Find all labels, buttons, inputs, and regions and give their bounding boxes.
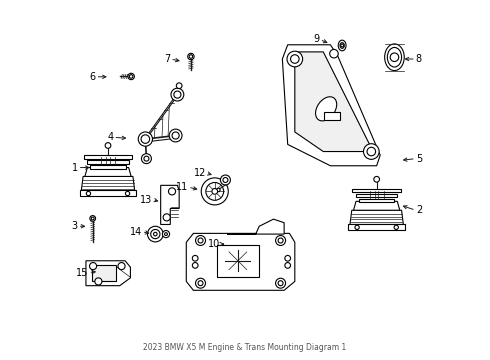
Polygon shape (295, 52, 369, 152)
Circle shape (141, 135, 149, 143)
Polygon shape (85, 167, 131, 176)
Text: 4: 4 (107, 132, 113, 142)
Circle shape (217, 188, 220, 192)
Circle shape (125, 192, 130, 195)
Circle shape (390, 53, 399, 62)
Circle shape (330, 49, 338, 58)
Polygon shape (359, 199, 394, 202)
Circle shape (90, 262, 97, 270)
Circle shape (291, 55, 299, 63)
Circle shape (198, 238, 203, 243)
Circle shape (172, 132, 179, 139)
Circle shape (142, 154, 151, 164)
Text: 3: 3 (72, 221, 78, 231)
Circle shape (278, 281, 283, 286)
Circle shape (90, 216, 96, 221)
Polygon shape (84, 155, 132, 159)
Polygon shape (217, 245, 259, 277)
Text: 15: 15 (76, 267, 88, 278)
Polygon shape (348, 224, 405, 230)
Polygon shape (79, 190, 137, 196)
Circle shape (193, 256, 198, 261)
Ellipse shape (340, 42, 344, 48)
Text: 7: 7 (164, 54, 171, 64)
Circle shape (285, 256, 291, 261)
Polygon shape (353, 201, 400, 210)
Circle shape (220, 175, 230, 185)
Circle shape (367, 147, 376, 156)
Polygon shape (282, 45, 380, 166)
Circle shape (201, 178, 228, 205)
Text: 11: 11 (176, 182, 188, 192)
Text: 6: 6 (90, 72, 96, 82)
Circle shape (188, 53, 194, 60)
Polygon shape (86, 261, 130, 286)
Circle shape (171, 88, 184, 101)
Circle shape (129, 75, 133, 78)
Polygon shape (227, 219, 284, 234)
Circle shape (374, 176, 379, 182)
Circle shape (147, 226, 163, 242)
Circle shape (275, 235, 286, 246)
Circle shape (287, 51, 303, 67)
Circle shape (176, 83, 182, 89)
Polygon shape (324, 112, 340, 120)
Circle shape (86, 192, 91, 195)
Circle shape (193, 262, 198, 268)
Text: 2: 2 (416, 205, 422, 215)
Circle shape (138, 132, 152, 146)
Circle shape (223, 177, 228, 183)
Polygon shape (186, 233, 295, 290)
Text: 8: 8 (416, 54, 422, 64)
Circle shape (278, 238, 283, 243)
Circle shape (165, 233, 168, 235)
Circle shape (189, 55, 193, 58)
Circle shape (364, 144, 379, 159)
Polygon shape (87, 160, 129, 164)
Text: 14: 14 (129, 226, 142, 237)
Circle shape (196, 235, 205, 246)
Circle shape (174, 91, 181, 98)
Text: 9: 9 (314, 35, 319, 44)
Circle shape (95, 278, 102, 285)
Circle shape (212, 189, 218, 194)
Ellipse shape (387, 48, 402, 67)
Circle shape (163, 230, 170, 238)
Polygon shape (90, 165, 126, 168)
Circle shape (91, 217, 94, 220)
Ellipse shape (385, 44, 404, 71)
Circle shape (394, 225, 398, 229)
Polygon shape (352, 189, 401, 193)
Circle shape (285, 262, 291, 268)
Circle shape (196, 278, 205, 288)
Circle shape (144, 156, 149, 161)
Circle shape (151, 229, 160, 239)
Circle shape (153, 232, 157, 236)
Circle shape (198, 281, 203, 286)
Text: 1: 1 (72, 163, 78, 172)
Circle shape (105, 143, 111, 148)
Text: 12: 12 (194, 168, 206, 178)
Polygon shape (161, 185, 179, 225)
Circle shape (169, 129, 182, 142)
Polygon shape (350, 210, 403, 225)
Circle shape (128, 73, 134, 80)
Text: 10: 10 (208, 239, 220, 249)
Circle shape (163, 214, 171, 221)
Text: 2023 BMW X5 M Engine & Trans Mounting Diagram 1: 2023 BMW X5 M Engine & Trans Mounting Di… (144, 342, 346, 351)
Text: 13: 13 (140, 194, 152, 204)
Circle shape (206, 183, 223, 200)
Circle shape (169, 188, 175, 195)
Circle shape (355, 225, 359, 229)
Circle shape (341, 44, 343, 47)
Ellipse shape (338, 40, 346, 51)
Polygon shape (81, 176, 135, 191)
Circle shape (118, 262, 125, 270)
Ellipse shape (316, 97, 337, 121)
Text: 5: 5 (416, 154, 422, 164)
Circle shape (275, 278, 286, 288)
Polygon shape (92, 265, 116, 282)
Polygon shape (356, 194, 397, 197)
